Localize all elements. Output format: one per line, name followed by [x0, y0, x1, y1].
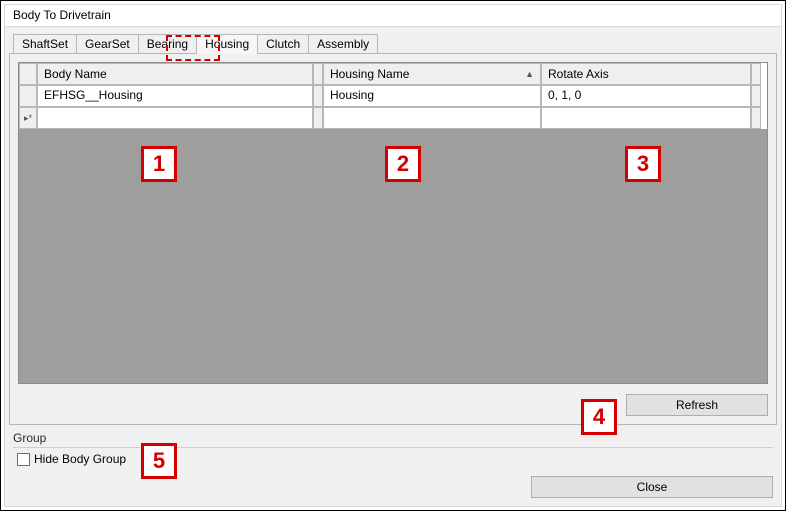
tab-assembly[interactable]: Assembly: [308, 34, 378, 54]
titlebar: Body To Drivetrain: [5, 5, 781, 27]
tab-label: Assembly: [317, 37, 369, 51]
refresh-button[interactable]: Refresh: [626, 394, 768, 416]
cell-body-name[interactable]: [37, 107, 313, 129]
grid-corner: [19, 63, 37, 85]
cell-end: [751, 85, 761, 107]
col-header-end: [751, 63, 761, 85]
cell-text: 0, 1, 0: [548, 88, 581, 102]
tab-clutch[interactable]: Clutch: [257, 34, 309, 54]
cell-text: Housing: [330, 88, 374, 102]
client-area: ShaftSet GearSet Bearing Housing Clutch …: [5, 27, 781, 506]
refresh-row: Refresh: [18, 394, 768, 416]
tabpage: Body Name Housing Name ▲ Rotate Axis: [9, 53, 777, 425]
close-button[interactable]: Close: [531, 476, 773, 498]
cell-housing-name[interactable]: Housing: [323, 85, 541, 107]
tab-housing[interactable]: Housing: [196, 34, 258, 54]
row-header: [19, 85, 37, 107]
window-outer: Body To Drivetrain ShaftSet GearSet Bear…: [0, 0, 786, 511]
group-rule: [13, 447, 773, 448]
window-inner: Body To Drivetrain ShaftSet GearSet Bear…: [4, 4, 782, 507]
hide-body-group-label: Hide Body Group: [34, 452, 126, 466]
hide-body-group-checkbox[interactable]: [17, 453, 30, 466]
cell-rotate-axis[interactable]: [541, 107, 751, 129]
grid-header-row: Body Name Housing Name ▲ Rotate Axis: [19, 63, 767, 85]
cell-text: EFHSG__Housing: [44, 88, 143, 102]
cell-rotate-axis[interactable]: 0, 1, 0: [541, 85, 751, 107]
tab-gearset[interactable]: GearSet: [76, 34, 139, 54]
tab-bearing[interactable]: Bearing: [138, 34, 197, 54]
button-label: Close: [637, 480, 668, 494]
col-header-label: Body Name: [44, 67, 107, 81]
cell-body-name[interactable]: EFHSG__Housing: [37, 85, 313, 107]
col-header-label: Rotate Axis: [548, 67, 609, 81]
tab-shaftset[interactable]: ShaftSet: [13, 34, 77, 54]
cell-end: [751, 107, 761, 129]
tab-label: Bearing: [147, 37, 188, 51]
sort-asc-icon: ▲: [525, 69, 534, 79]
close-row: Close: [9, 468, 777, 502]
cell-housing-name[interactable]: [323, 107, 541, 129]
group-label: Group: [13, 431, 46, 445]
datagrid[interactable]: Body Name Housing Name ▲ Rotate Axis: [18, 62, 768, 384]
window-title: Body To Drivetrain: [13, 8, 111, 22]
tab-label: Housing: [205, 37, 249, 51]
tab-label: GearSet: [85, 37, 130, 51]
group-box: Group Hide Body Group: [13, 431, 773, 466]
hide-body-group-row: Hide Body Group: [17, 452, 769, 466]
table-row[interactable]: EFHSG__Housing Housing 0, 1, 0: [19, 85, 767, 107]
col-header-housing-name[interactable]: Housing Name ▲: [323, 63, 541, 85]
tabstrip: ShaftSet GearSet Bearing Housing Clutch …: [13, 33, 777, 53]
table-row-new[interactable]: ▸*: [19, 107, 767, 129]
tab-label: Clutch: [266, 37, 300, 51]
col-header-label: Housing Name: [330, 67, 409, 81]
col-header-body-name[interactable]: Body Name: [37, 63, 313, 85]
col-header-spacer: [313, 63, 323, 85]
cell-spacer: [313, 107, 323, 129]
new-row-icon: ▸*: [24, 113, 32, 124]
row-header-new: ▸*: [19, 107, 37, 129]
tab-label: ShaftSet: [22, 37, 68, 51]
button-label: Refresh: [676, 398, 718, 412]
grid-body: EFHSG__Housing Housing 0, 1, 0 ▸*: [19, 85, 767, 129]
cell-spacer: [313, 85, 323, 107]
col-header-rotate-axis[interactable]: Rotate Axis: [541, 63, 751, 85]
